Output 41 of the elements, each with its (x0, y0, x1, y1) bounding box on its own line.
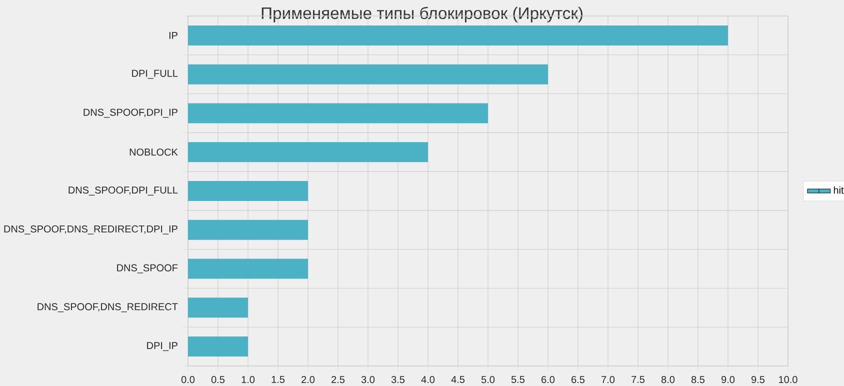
x-tick-label: 1.5 (272, 376, 285, 384)
y-tick-label: DPI_IP (147, 342, 178, 351)
x-tick-label: 9.5 (752, 376, 765, 384)
x-tick-label: 7.5 (632, 376, 645, 384)
x-tick-label: 2.0 (302, 376, 315, 384)
x-tick-label: 5.5 (511, 376, 525, 384)
x-tick-label: 4.0 (421, 376, 435, 384)
y-tick-label: IP (169, 32, 178, 39)
bar (188, 258, 308, 279)
bar (188, 336, 248, 357)
bar (188, 220, 308, 240)
y-tick-label: DNS_SPOOF,DNS_REDIRECT,DPI_IP (4, 225, 178, 234)
y-tick-label: DNS_SPOOF,DPI_IP (84, 108, 178, 118)
x-tick-label: 8.0 (661, 376, 675, 384)
y-tick-label: DPI_FULL (132, 70, 178, 79)
bar (188, 64, 548, 84)
x-tick-label: 5.0 (481, 376, 495, 384)
y-tick-label: DNS_SPOOF,DPI_FULL (68, 186, 178, 196)
x-tick-label: 9.0 (722, 376, 735, 384)
x-tick-label: 0.0 (181, 376, 195, 384)
x-tick-label: 4.5 (451, 376, 465, 384)
x-tick-label: 3.0 (361, 376, 375, 384)
x-tick-label: 0.5 (211, 376, 225, 384)
x-tick-label: 3.5 (391, 376, 405, 384)
bar (188, 181, 308, 201)
x-tick-label: 7.0 (602, 376, 615, 384)
x-tick-label: 6.5 (572, 376, 585, 384)
x-tick-label: 10.0 (779, 376, 798, 384)
y-tick-label: DNS_SPOOF,DNS_REDIRECT (38, 303, 178, 312)
x-tick-label: 1.0 (242, 376, 255, 384)
x-tick-label: 8.5 (691, 376, 705, 384)
y-tick-label: NOBLOCK (130, 148, 178, 156)
bar (188, 25, 728, 46)
x-tick-label: 6.0 (542, 376, 555, 384)
y-tick-label: DNS_SPOOF (117, 264, 178, 274)
chart-title: Применяемые типы блокировок (Иркутск) (262, 6, 582, 22)
bar (188, 298, 248, 318)
x-tick-label: 2.5 (332, 376, 345, 384)
legend-label: hit (834, 186, 844, 194)
bar (188, 142, 428, 162)
bar (188, 103, 488, 124)
